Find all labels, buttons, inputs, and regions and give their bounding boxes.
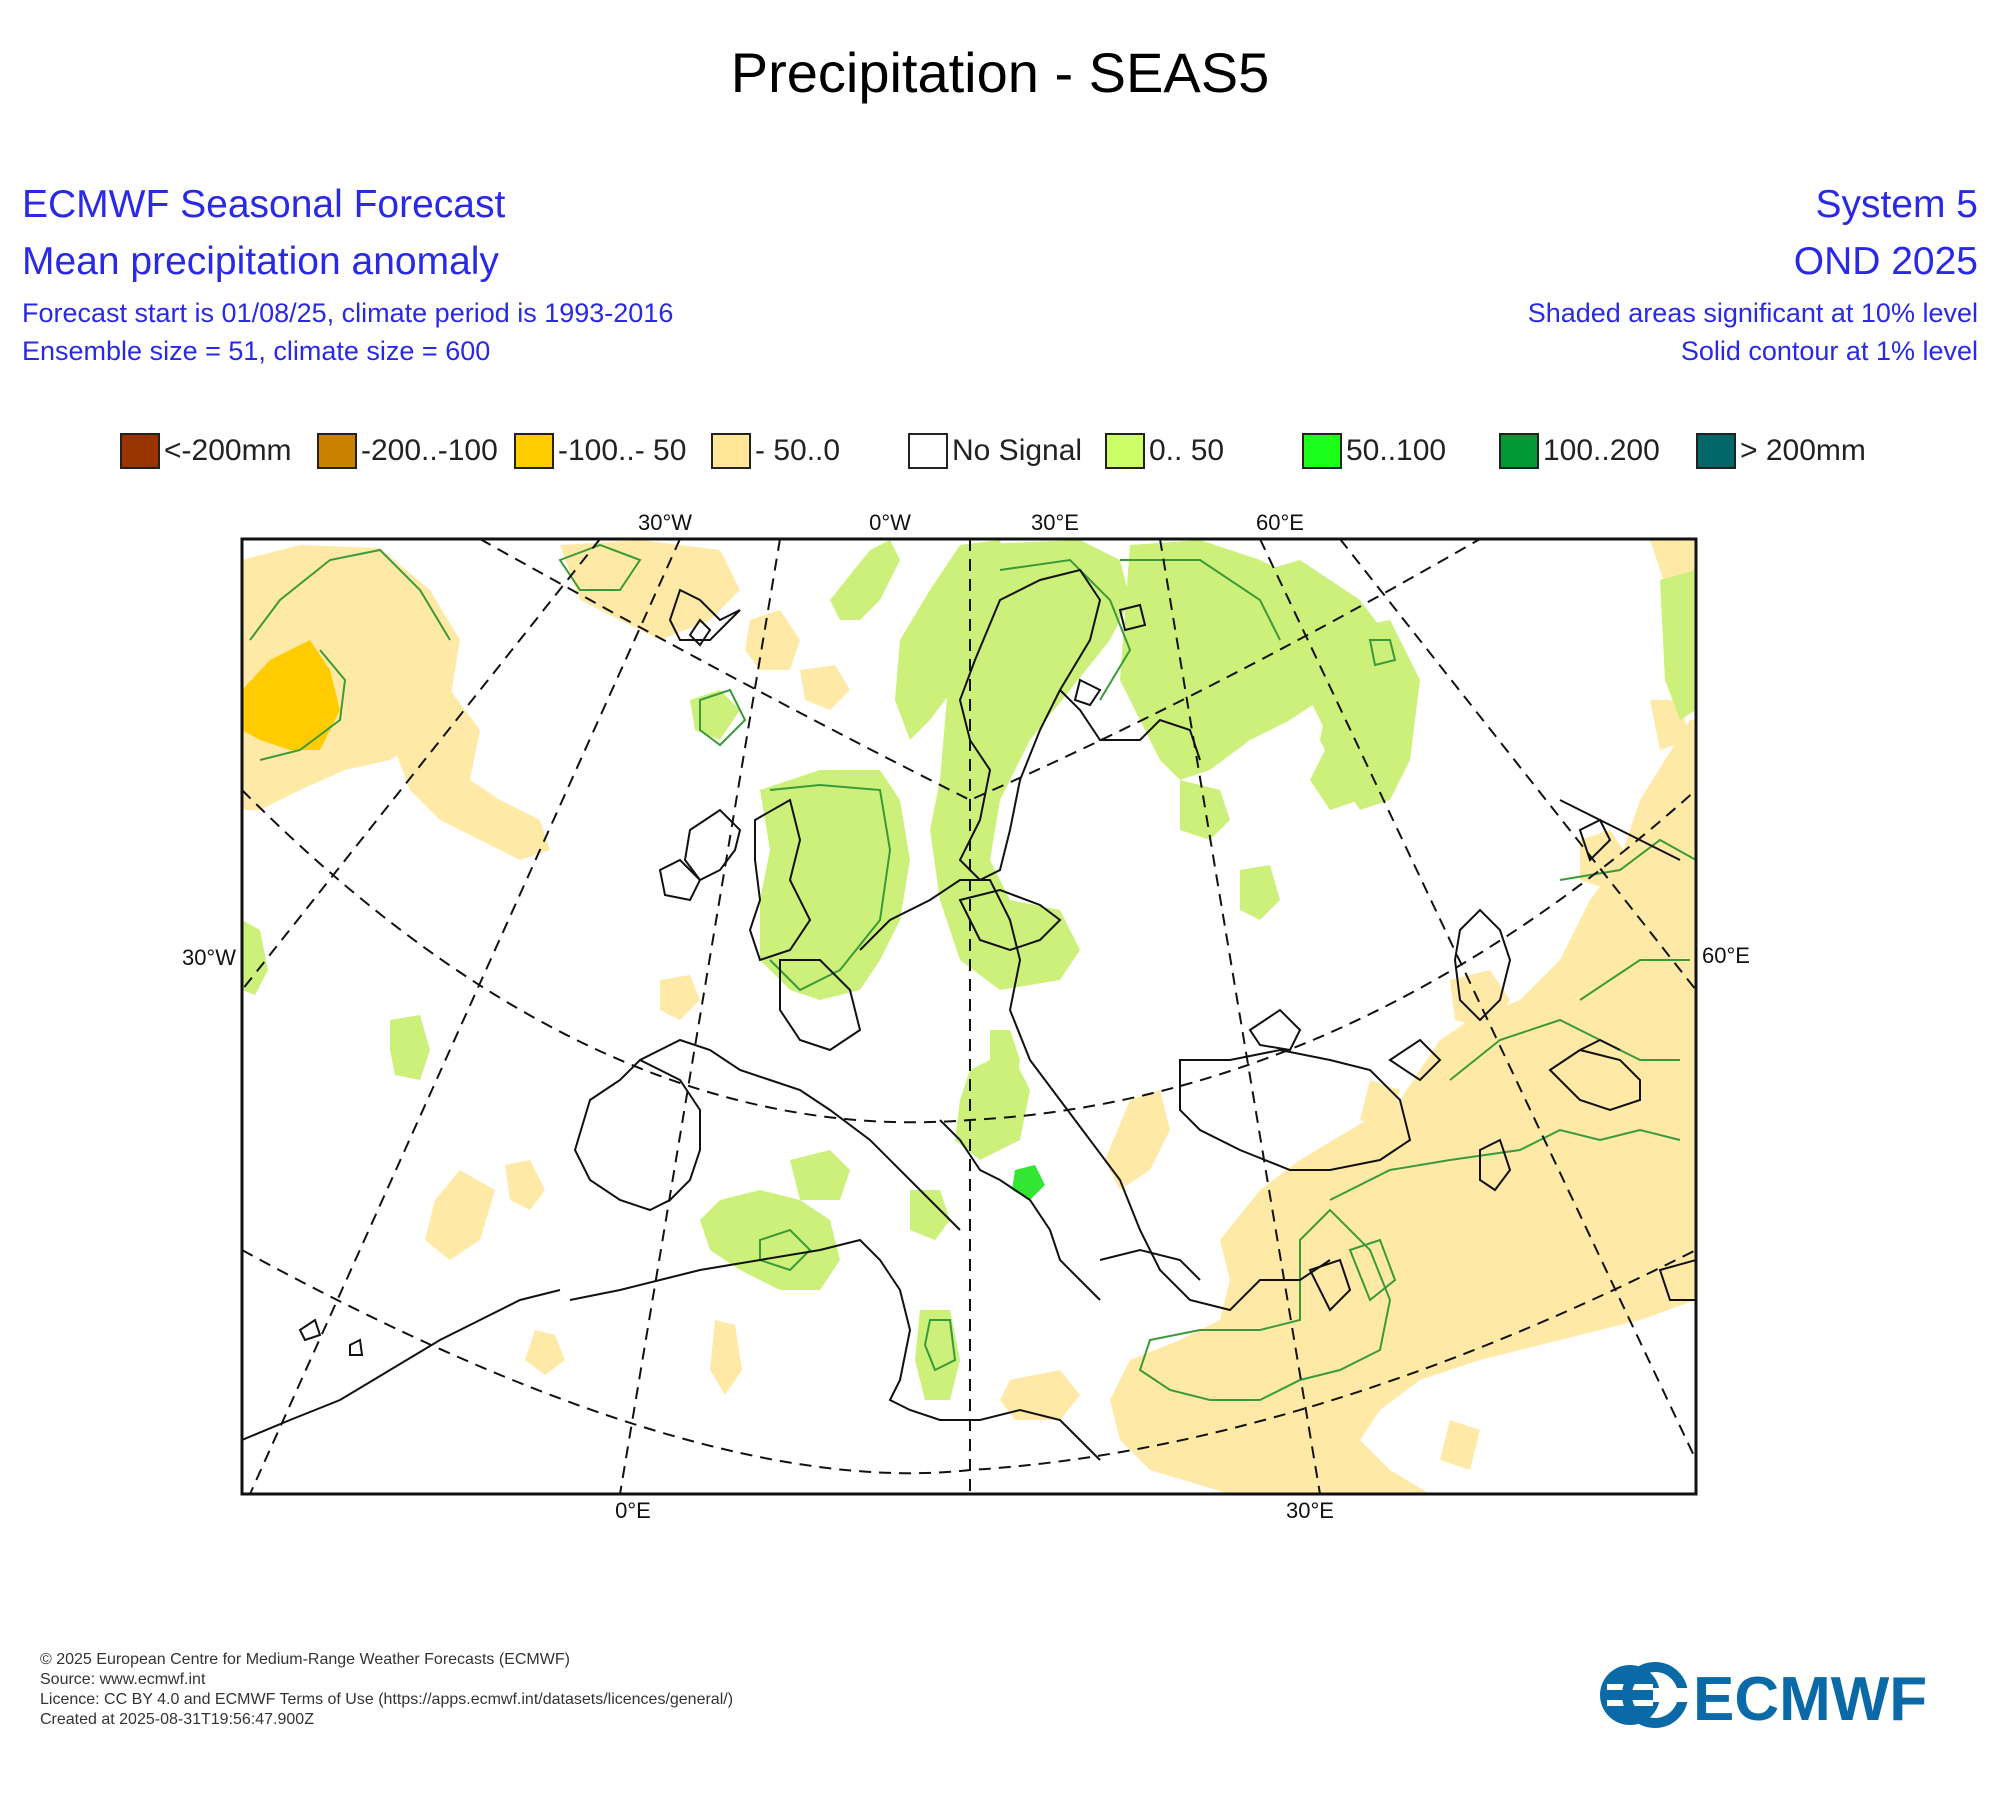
legend-label: -200..-100	[361, 434, 498, 467]
axis-label-top-30w: 30°W	[638, 510, 692, 535]
footer-created: Created at 2025-08-31T19:56:47.900Z	[40, 1711, 314, 1728]
map-frame	[240, 537, 1698, 1496]
legend-label: -100..- 50	[558, 434, 687, 467]
footer-licence: Licence: CC BY 4.0 and ECMWF Terms of Us…	[40, 1691, 734, 1708]
legend-item: 0.. 50	[1105, 429, 1224, 473]
legend-swatch	[1105, 433, 1145, 469]
coastlines	[242, 568, 1696, 1461]
header-product-title: ECMWF Seasonal Forecast	[22, 183, 506, 226]
footer-copyright: © 2025 European Centre for Medium-Range …	[40, 1651, 570, 1668]
footer: © 2025 European Centre for Medium-Range …	[40, 1650, 733, 1730]
ecmwf-logo-mark	[1600, 1662, 1693, 1728]
axis-label-right-60e: 60°E	[1702, 943, 1750, 968]
legend-item: -200..-100	[317, 429, 498, 473]
legend: <-200mm -200..-100 -100..- 50 - 50..0 No…	[120, 429, 1900, 473]
legend-swatch	[1302, 433, 1342, 469]
footer-source: Source: www.ecmwf.int	[40, 1671, 206, 1688]
page-title: Precipitation - SEAS5	[730, 41, 1270, 104]
header-period: OND 2025	[1793, 240, 1978, 283]
header-significance: Shaded areas significant at 10% level	[1527, 298, 1978, 328]
header-contour-note: Solid contour at 1% level	[1680, 336, 1978, 366]
legend-item: No Signal	[908, 429, 1082, 473]
legend-swatch	[908, 433, 948, 469]
legend-label: 100..200	[1543, 434, 1660, 467]
axis-labels: 30°W 0°W 30°E 60°E 0°E 30°E 30°W 60°E	[182, 510, 1750, 1520]
axis-label-bottom-30e: 30°E	[1286, 1498, 1334, 1520]
legend-swatch	[514, 433, 554, 469]
legend-swatch	[1499, 433, 1539, 469]
map-shading	[242, 539, 1696, 1494]
legend-swatch	[317, 433, 357, 469]
legend-item: <-200mm	[120, 429, 292, 473]
legend-label: > 200mm	[1740, 434, 1866, 467]
legend-label: 50..100	[1346, 434, 1447, 467]
wet-anomaly-regions	[242, 540, 1696, 1400]
header-ensemble-size: Ensemble size = 51, climate size = 600	[22, 336, 491, 366]
header-system: System 5	[1815, 183, 1978, 226]
legend-swatch	[711, 433, 751, 469]
axis-label-top-60e: 60°E	[1256, 510, 1304, 535]
legend-label: No Signal	[952, 434, 1083, 467]
legend-label: - 50..0	[755, 434, 841, 467]
axis-label-left-30w: 30°W	[182, 945, 236, 970]
header-forecast-start: Forecast start is 01/08/25, climate peri…	[22, 298, 674, 328]
legend-label: <-200mm	[164, 434, 292, 467]
legend-swatch	[1696, 433, 1736, 469]
graticule	[241, 538, 1697, 1495]
legend-swatch	[120, 433, 160, 469]
significance-contours	[249, 543, 1696, 1401]
axis-label-top-0w: 0°W	[869, 510, 911, 535]
legend-item: 100..200	[1499, 429, 1660, 473]
moderate-dry-region	[242, 640, 340, 750]
legend-item: -100..- 50	[514, 429, 686, 473]
moderate-wet-region	[1012, 1165, 1045, 1200]
ecmwf-logo: ECMWF	[1600, 1662, 1927, 1730]
precipitation-anomaly-map: 30°W 0°W 30°E 60°E 0°E 30°E 30°W 60°E	[182, 510, 1750, 1520]
header-variable: Mean precipitation anomaly	[22, 240, 499, 283]
ecmwf-logo-text: ECMWF	[1693, 1665, 1927, 1730]
legend-item: 50..100	[1302, 429, 1446, 473]
legend-item: - 50..0	[711, 429, 840, 473]
axis-label-bottom-0e: 0°E	[615, 1498, 651, 1520]
legend-label: 0.. 50	[1149, 434, 1225, 467]
legend-item: > 200mm	[1696, 429, 1866, 473]
axis-label-top-30e: 30°E	[1031, 510, 1079, 535]
